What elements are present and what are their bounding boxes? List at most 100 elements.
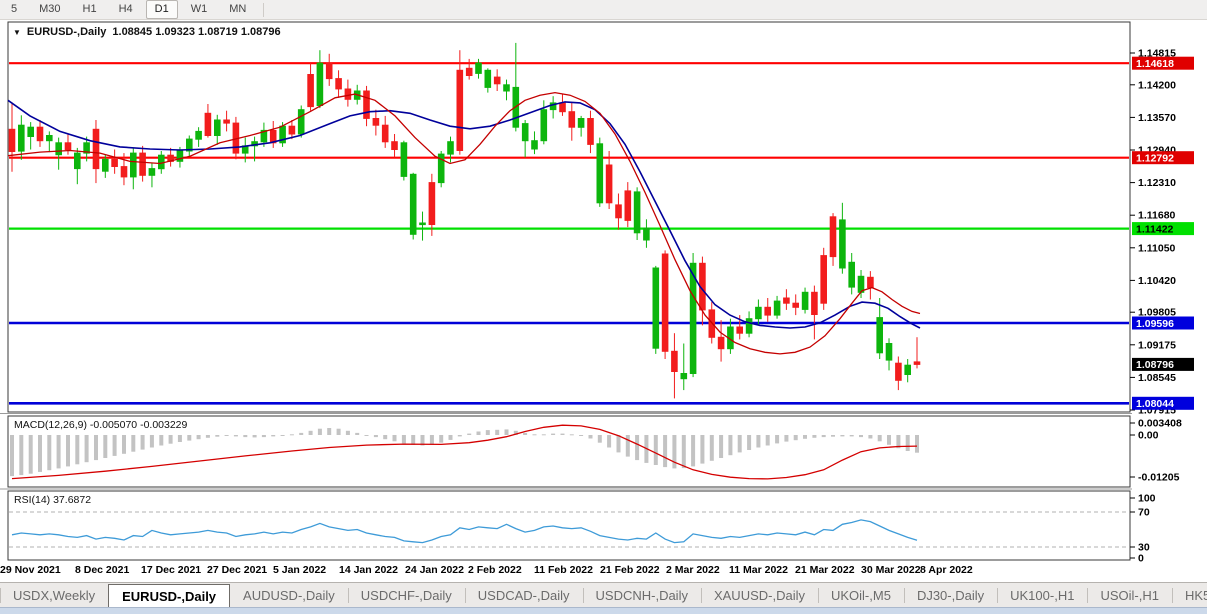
candle-body (783, 297, 790, 304)
tab-usoil-h1[interactable]: USOil-,H1 (1087, 583, 1172, 608)
price-tick-label: 1.12310 (1138, 177, 1176, 189)
ma-blue-line (7, 99, 921, 329)
macd-bar (905, 435, 910, 451)
tab-uk100-h1[interactable]: UK100-,H1 (997, 583, 1087, 608)
candle-body (624, 190, 632, 221)
macd-bar (383, 435, 388, 440)
macd-bar (635, 435, 640, 461)
tab-xauusd-daily[interactable]: XAUUSD-,Daily (700, 583, 818, 608)
macd-bar (877, 435, 882, 442)
horizontal-level-lines (9, 62, 1129, 405)
candle-body (55, 142, 63, 156)
main-price-panel[interactable] (7, 21, 1131, 413)
date-label: 2 Mar 2022 (666, 564, 720, 576)
tab-usdx-weekly[interactable]: USDX,Weekly (0, 583, 108, 608)
level-price-label: 1.08044 (1136, 398, 1174, 410)
candle-body (437, 153, 445, 184)
macd-indicator-label: MACD(12,26,9) -0.005070 -0.003229 (14, 419, 188, 431)
candle-body (904, 364, 912, 376)
date-label: 8 Apr 2022 (920, 564, 973, 576)
candle-body (148, 168, 156, 176)
candle-body (792, 302, 800, 308)
date-label: 21 Mar 2022 (795, 564, 855, 576)
candle-body (773, 300, 781, 316)
macd-bar (849, 435, 854, 437)
level-price-label-box (1132, 316, 1194, 330)
timeframe-m30[interactable]: M30 (39, 3, 61, 15)
price-axis[interactable]: 1.148151.142001.135701.129401.123101.116… (1130, 48, 1194, 417)
tab-dj30-daily[interactable]: DJ30-,Daily (903, 583, 997, 608)
macd-bar (523, 432, 528, 435)
tab-usdcad-daily[interactable]: USDCAD-,Daily (464, 583, 583, 608)
macd-bar (149, 435, 154, 448)
macd-bar (261, 435, 266, 438)
macd-bar (187, 435, 192, 441)
macd-bar (560, 433, 565, 435)
macd-panel[interactable] (7, 415, 1131, 488)
macd-bar (411, 435, 416, 445)
timeframe-d1[interactable]: D1 (145, 0, 178, 19)
candle-body (74, 152, 81, 170)
macd-bar (840, 435, 845, 437)
candle-body (139, 152, 146, 176)
macd-tick-label: 0.003408 (1138, 418, 1182, 430)
rsi-panel[interactable] (7, 490, 1131, 561)
level-price-label: 1.11422 (1136, 223, 1174, 235)
macd-bar (887, 435, 891, 445)
symbol-tab-bar: USDX,Weekly EURUSD-,Daily AUDUSD-,Daily USD… (0, 582, 1207, 608)
ma-red-line (7, 91, 921, 355)
tab-eurusd-daily[interactable]: EURUSD-,Daily (108, 584, 231, 608)
level-price-label: 1.12792 (1136, 153, 1174, 165)
macd-bar (299, 432, 304, 435)
tab-ukoil-m5[interactable]: UKOil-,M5 (817, 583, 904, 608)
candlestick-series (8, 42, 921, 399)
timeframe-w1[interactable]: W1 (190, 3, 208, 15)
macd-bar (355, 432, 360, 435)
candle-body (652, 267, 660, 349)
date-label: 14 Jan 2022 (339, 564, 398, 576)
date-label: 24 Jan 2022 (405, 564, 464, 576)
dropdown-icon[interactable]: ▼ (13, 27, 21, 37)
date-axis[interactable]: 29 Nov 2021 8 Dec 2021 17 Dec 2021 27 Dec 2… (0, 564, 973, 576)
timeframe-5[interactable]: 5 (11, 3, 18, 15)
macd-bar (719, 435, 724, 458)
macd-bar (467, 433, 472, 435)
candle-body (8, 128, 16, 153)
candle-body (745, 318, 753, 334)
macd-bar (28, 435, 33, 474)
candle-body (307, 74, 314, 108)
candle-body (456, 69, 464, 151)
macd-bar (159, 435, 164, 446)
macd-bar (765, 435, 770, 446)
candle-body (64, 142, 72, 151)
tab-audusd-daily[interactable]: AUDUSD-,Daily (243, 588, 335, 603)
candle-body (680, 373, 688, 380)
candle-body (829, 216, 837, 258)
macd-bar (47, 435, 52, 471)
candle-body (839, 219, 846, 269)
macd-histogram (10, 428, 919, 477)
tab-usdchf-daily[interactable]: USDCHF-,Daily (347, 583, 465, 608)
candle-body (381, 124, 389, 143)
macd-bar (569, 434, 574, 436)
macd-bar (373, 435, 378, 438)
macd-bar (19, 435, 24, 476)
macd-bar (56, 435, 61, 469)
macd-bar (784, 435, 789, 442)
tab-usdcnh-daily[interactable]: USDCNH-,Daily (582, 583, 701, 608)
tab-hk50-h1[interactable]: HK50-,H1 (1171, 583, 1207, 608)
candle-body (409, 173, 417, 235)
candle-body (484, 69, 492, 88)
macd-bar (513, 430, 518, 435)
rsi-tick-label: 70 (1138, 507, 1150, 519)
timeframe-h1[interactable]: H1 (82, 3, 97, 15)
timeframe-h4[interactable]: H4 (118, 3, 133, 15)
candle-body (335, 78, 342, 90)
macd-bar (439, 435, 444, 443)
macd-bar (196, 435, 201, 440)
rsi-tick-label: 0 (1138, 553, 1144, 565)
timeframe-mn[interactable]: MN (229, 3, 247, 15)
price-tick-label: 1.14815 (1138, 48, 1176, 60)
level-price-label-box (1132, 56, 1194, 70)
